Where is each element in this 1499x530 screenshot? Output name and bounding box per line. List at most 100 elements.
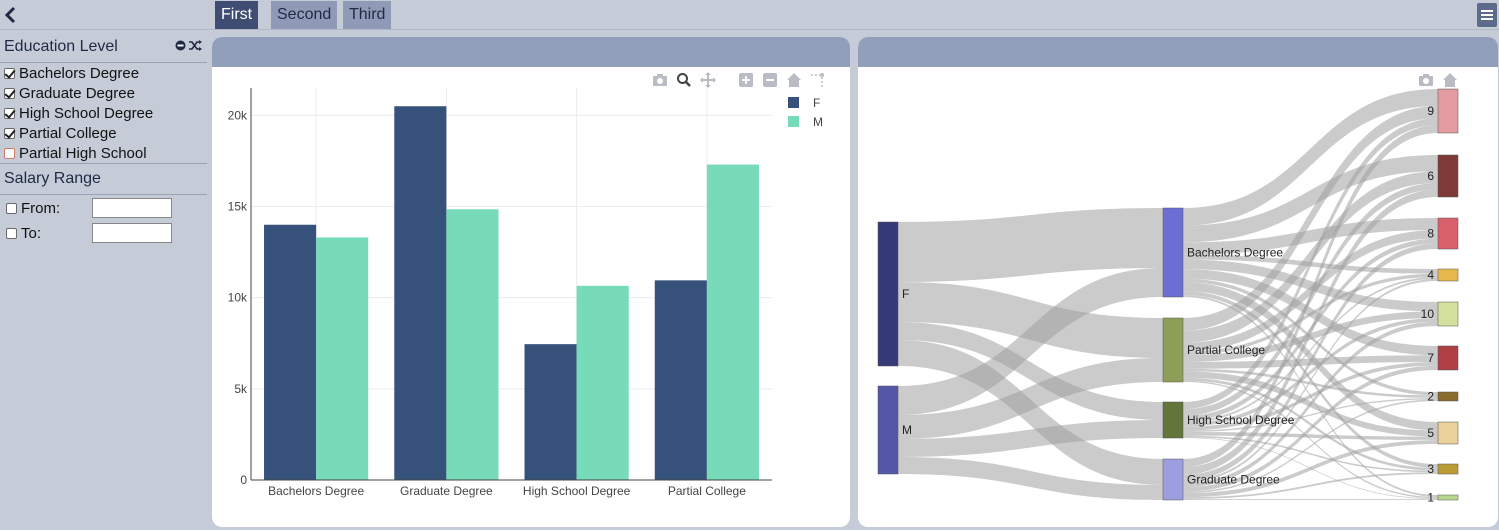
sankey-link[interactable] <box>898 340 1163 485</box>
sankey-link[interactable] <box>1183 218 1438 255</box>
to-checkbox[interactable] <box>6 227 17 239</box>
sankey-link[interactable] <box>1183 125 1438 468</box>
bar-f[interactable] <box>264 224 317 480</box>
sankey-link[interactable] <box>1183 89 1438 226</box>
sankey-link[interactable] <box>1183 311 1438 362</box>
sankey-link[interactable] <box>1183 259 1438 312</box>
bar-f[interactable] <box>394 106 447 481</box>
education-option-partial-high-school[interactable]: Partial High School <box>4 143 147 163</box>
sankey-link[interactable] <box>1183 282 1438 431</box>
legend-swatch[interactable] <box>788 116 799 127</box>
salary-from-input[interactable] <box>92 198 172 218</box>
sankey-node-label: 1 <box>1427 491 1434 505</box>
spike-lines-icon[interactable] <box>810 72 826 88</box>
sankey-link[interactable] <box>1183 365 1438 492</box>
education-option-bachelors[interactable]: Bachelors Degree <box>4 63 139 83</box>
sankey-link[interactable] <box>898 282 1163 358</box>
sankey-node-target[interactable] <box>1437 301 1459 327</box>
sankey-node-education[interactable] <box>1162 317 1184 383</box>
sankey-link[interactable] <box>1183 472 1438 500</box>
tab-first[interactable]: First <box>215 1 259 29</box>
sankey-link[interactable] <box>898 322 1163 420</box>
sankey-node-target[interactable] <box>1437 421 1459 445</box>
zoom-out-icon[interactable] <box>762 72 778 88</box>
sankey-node-education[interactable] <box>1162 458 1184 501</box>
checkbox[interactable] <box>4 147 15 159</box>
sankey-node-label: High School Degree <box>1187 413 1295 427</box>
sankey-link[interactable] <box>1183 291 1438 468</box>
bar-m[interactable] <box>446 209 499 480</box>
bar-m[interactable] <box>316 237 369 480</box>
zoom-icon[interactable] <box>676 72 692 88</box>
sankey-node-education[interactable] <box>1162 401 1184 439</box>
legend-label[interactable]: M <box>813 115 823 129</box>
sankey-link[interactable] <box>1183 397 1438 433</box>
sankey-link[interactable] <box>1183 317 1438 427</box>
tab-second[interactable]: Second <box>271 1 338 29</box>
bar-f[interactable] <box>654 280 707 480</box>
sankey-link[interactable] <box>1183 189 1438 475</box>
hamburger-menu-icon[interactable] <box>1477 3 1497 27</box>
sankey-link[interactable] <box>898 457 1163 500</box>
sankey-node-target[interactable] <box>1437 88 1459 134</box>
shuffle-icon[interactable] <box>189 40 202 51</box>
sankey-link[interactable] <box>1183 435 1438 473</box>
checkbox[interactable] <box>4 87 15 99</box>
bar-m[interactable] <box>576 285 629 480</box>
salary-to-input[interactable] <box>92 223 172 243</box>
sankey-link[interactable] <box>1183 499 1438 500</box>
sankey-node-education[interactable] <box>1162 207 1184 298</box>
sankey-link[interactable] <box>1183 380 1438 499</box>
checkbox[interactable] <box>4 67 15 79</box>
sankey-node-target[interactable] <box>1437 154 1459 198</box>
bar-m[interactable] <box>706 164 759 480</box>
camera-icon[interactable] <box>1418 72 1434 88</box>
sankey-link[interactable] <box>1183 399 1438 494</box>
sankey-link[interactable] <box>1183 440 1438 498</box>
sankey-node-target[interactable] <box>1437 463 1459 475</box>
bar-f[interactable] <box>524 344 577 480</box>
home-icon[interactable] <box>1442 72 1458 88</box>
checkbox[interactable] <box>4 127 15 139</box>
sankey-node-source[interactable] <box>877 221 899 367</box>
sankey-link[interactable] <box>1183 278 1438 483</box>
sankey-link[interactable] <box>1183 273 1438 356</box>
tab-third[interactable]: Third <box>343 1 392 29</box>
sankey-node-target[interactable] <box>1437 268 1459 282</box>
chevron-left-icon[interactable] <box>3 5 19 25</box>
sankey-link[interactable] <box>1183 377 1438 471</box>
legend-swatch[interactable] <box>788 97 799 108</box>
sankey-link[interactable] <box>1183 243 1438 481</box>
education-option-partial-college[interactable]: Partial College <box>4 123 117 143</box>
sankey-link[interactable] <box>1183 321 1438 488</box>
pan-icon[interactable] <box>700 72 716 88</box>
sankey-node-source[interactable] <box>877 385 899 475</box>
sankey-link[interactable] <box>898 358 1163 439</box>
sankey-link[interactable] <box>1183 171 1438 343</box>
minus-circle-icon[interactable] <box>175 40 186 51</box>
sankey-link[interactable] <box>898 420 1163 457</box>
checkbox[interactable] <box>4 107 15 119</box>
sankey-link[interactable] <box>1183 155 1438 243</box>
sankey-node-label: 2 <box>1427 390 1434 404</box>
sankey-node-target[interactable] <box>1437 494 1459 501</box>
sankey-node-target[interactable] <box>1437 345 1459 371</box>
home-icon[interactable] <box>786 72 802 88</box>
sankey-link[interactable] <box>898 208 1163 282</box>
sankey-link[interactable] <box>1183 432 1438 441</box>
sankey-link[interactable] <box>1183 276 1438 423</box>
zoom-in-icon[interactable] <box>738 72 754 88</box>
sankey-link[interactable] <box>1183 361 1438 431</box>
sankey-link[interactable] <box>1183 106 1438 331</box>
sankey-node-target[interactable] <box>1437 391 1459 402</box>
sankey-link[interactable] <box>1183 269 1438 356</box>
education-option-graduate[interactable]: Graduate Degree <box>4 83 135 103</box>
legend-label[interactable]: F <box>813 96 820 110</box>
education-option-high-school[interactable]: High School Degree <box>4 103 153 123</box>
sankey-node-target[interactable] <box>1437 217 1459 250</box>
sankey-link[interactable] <box>1183 229 1438 352</box>
sankey-link[interactable] <box>1183 118 1438 410</box>
from-checkbox[interactable] <box>6 202 17 214</box>
sankey-link[interactable] <box>1183 368 1438 398</box>
camera-icon[interactable] <box>652 72 668 88</box>
